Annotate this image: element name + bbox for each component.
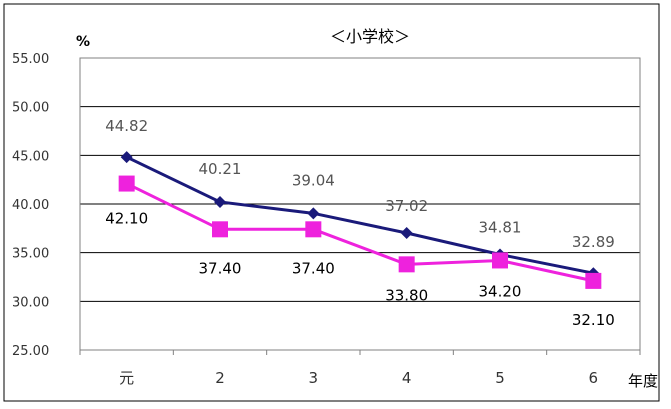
x-tick-label: 元 (119, 369, 134, 387)
series-layer: 44.82 40.21 39.04 37.02 34.81 32.89 42.10 37.40… (105, 117, 615, 329)
data-label: 42.10 (105, 210, 148, 228)
y-axis-unit-label: % (76, 34, 90, 50)
data-point (492, 252, 508, 269)
x-tick-label: 2 (215, 369, 225, 387)
data-point (307, 207, 320, 220)
series-1: 44.82 40.21 39.04 37.02 34.81 32.89 (105, 117, 615, 280)
data-label: 34.81 (479, 219, 522, 237)
y-tick-label: 35.00 (12, 247, 49, 262)
chart-frame (3, 3, 660, 402)
x-tick-label: 6 (589, 369, 599, 387)
data-point (120, 151, 133, 164)
data-label: 37.02 (385, 197, 428, 215)
x-axis-unit-label: 年度 (628, 372, 658, 390)
y-tick-label: 55.00 (12, 52, 49, 67)
series-line (126, 182, 594, 283)
y-tick-label: 25.00 (12, 344, 49, 359)
y-tick-label: 30.00 (12, 295, 49, 310)
x-tick-label: 5 (495, 369, 505, 387)
y-tick-label: 40.00 (12, 198, 49, 213)
chart-title: ＜小学校＞ (330, 27, 410, 46)
data-point (214, 195, 226, 208)
data-label: 32.89 (572, 233, 615, 251)
data-point (305, 221, 322, 238)
data-label: 44.82 (105, 117, 148, 135)
data-label: 34.20 (479, 282, 522, 300)
data-label: 32.10 (572, 311, 615, 329)
x-axis-ticks: 元 2 3 4 5 6 (79, 350, 641, 387)
data-point (118, 175, 135, 192)
y-axis-ticks: 25.00 30.00 35.00 40.00 45.00 50.00 55.00 (12, 52, 49, 359)
data-label: 37.40 (199, 259, 242, 277)
series-2: 42.10 37.40 37.40 33.80 34.20 32.10 (105, 175, 615, 329)
data-point (585, 272, 602, 289)
y-tick-label: 50.00 (12, 101, 49, 116)
data-point (212, 221, 228, 238)
x-tick-label: 4 (402, 369, 412, 387)
data-label: 39.04 (292, 171, 335, 189)
y-tick-label: 45.00 (12, 149, 49, 164)
data-point (400, 227, 413, 240)
series-line (126, 155, 594, 275)
data-point (398, 256, 415, 273)
data-label: 40.21 (199, 160, 242, 178)
data-label: 33.80 (385, 286, 428, 304)
data-label: 37.40 (292, 259, 335, 277)
x-tick-label: 3 (309, 369, 319, 387)
